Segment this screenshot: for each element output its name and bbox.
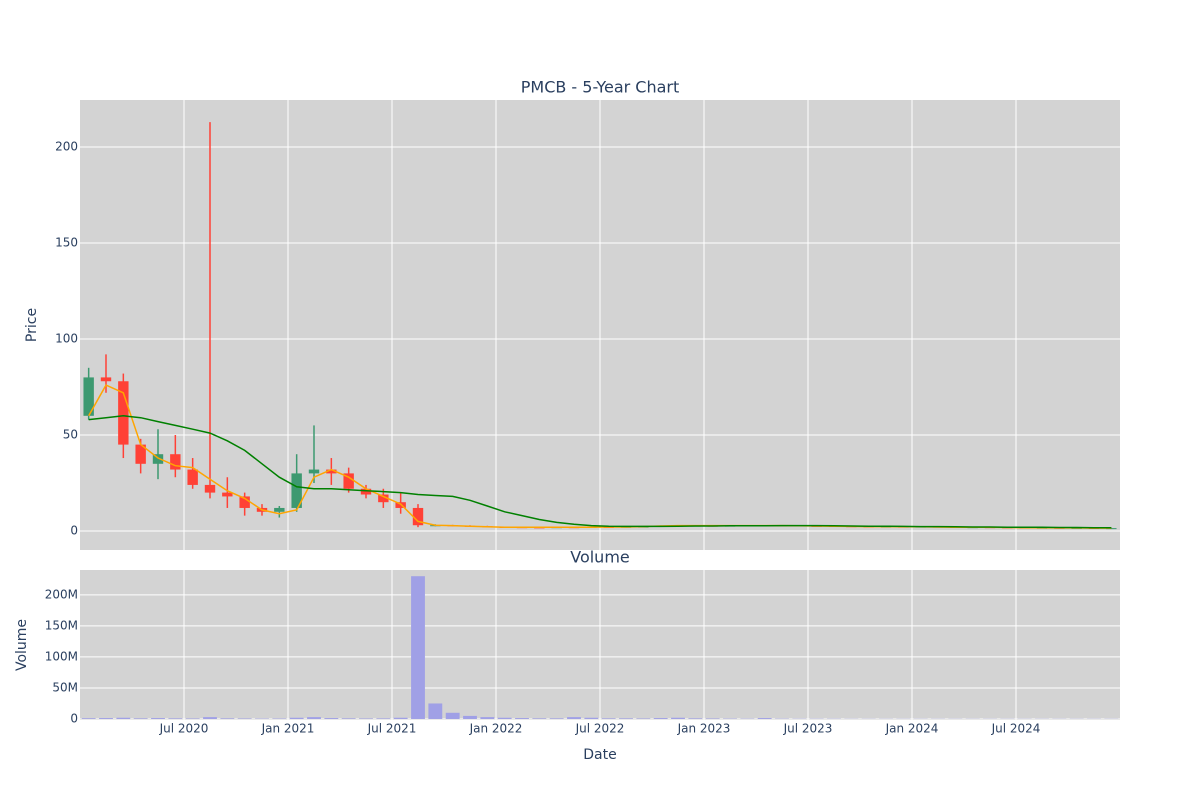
marks [81,122,1119,719]
x-tick-label: Jul 2024 [991,722,1041,736]
volume-bar [584,717,599,719]
candle-body [100,377,112,382]
y-tick-label: 0 [70,712,78,726]
candle-body [274,507,285,512]
volume-bar [116,717,131,719]
y-tick-label: 50M [52,680,78,694]
volume-bar [151,718,165,719]
candle-body [135,444,146,464]
candle-body [222,492,233,497]
volume-bar [220,718,235,719]
candle-body [83,377,94,416]
x-tick-label: Jul 2020 [159,722,209,736]
volume-bar [515,718,529,719]
volume-bar [757,718,772,719]
candle-body [343,473,354,489]
volume-bar [133,718,148,719]
x-tick-label: Jan 2023 [677,722,731,736]
y-axis-title: Volume [14,619,30,671]
volume-bar [428,703,443,719]
volume-bar [411,576,425,719]
candle-body [187,469,198,485]
x-axis-title: Date [583,747,616,763]
volume-bar [289,717,304,719]
y-axis-title: Price [24,308,40,342]
volume-bar [168,718,183,719]
volume-bar [99,718,113,719]
subplot-title: Volume [570,548,630,567]
candle-body [291,473,302,508]
candle-body [118,381,129,445]
x-tick-label: Jul 2022 [575,722,625,736]
candle-body [378,494,389,503]
x-tick-label: Jan 2021 [261,722,315,736]
candle-body [360,488,372,495]
volume-bar [376,718,391,719]
volume-bar [601,718,616,719]
volume-bar [671,717,685,719]
volume-bar [619,718,633,719]
candle-body [239,496,250,508]
volume-bar [497,717,512,719]
x-tick-label: Jul 2023 [783,722,833,736]
moving-average-line [88,415,1112,529]
volume-bar [393,717,408,719]
volume-bar [653,718,668,719]
y-tick-label: 200 [55,140,78,154]
y-tick-label: 200M [45,587,78,601]
candle-body [152,454,164,464]
volume-bar [445,712,460,719]
candle-body [170,454,181,470]
candle-body [308,469,320,474]
candle-body [412,507,424,526]
y-tick-label: 150M [45,618,78,632]
volume-bar [307,717,321,719]
x-tick-label: Jan 2022 [469,722,523,736]
volume-bar [688,718,703,719]
y-tick-label: 0 [70,523,78,537]
candle-body [326,469,337,474]
volume-bar [81,718,96,719]
y-tick-label: 50 [63,428,78,442]
volume-bar [324,718,339,719]
candle-body [204,484,216,493]
x-tick-label: Jul 2021 [367,722,417,736]
y-tick-label: 100M [45,649,78,663]
candle-body [1106,528,1117,530]
volume-bar [549,718,564,719]
volume-bar [341,718,356,719]
volume-bar [463,715,477,719]
grid [80,100,1120,720]
volume-bar [480,717,495,719]
volume-bar [567,717,581,719]
volume-bar [532,718,547,719]
y-tick-label: 100 [55,332,78,346]
volume-bar [203,717,217,719]
chart-title: PMCB - 5-Year Chart [521,78,680,97]
y-tick-label: 150 [55,236,78,250]
x-tick-label: Jan 2024 [885,722,939,736]
